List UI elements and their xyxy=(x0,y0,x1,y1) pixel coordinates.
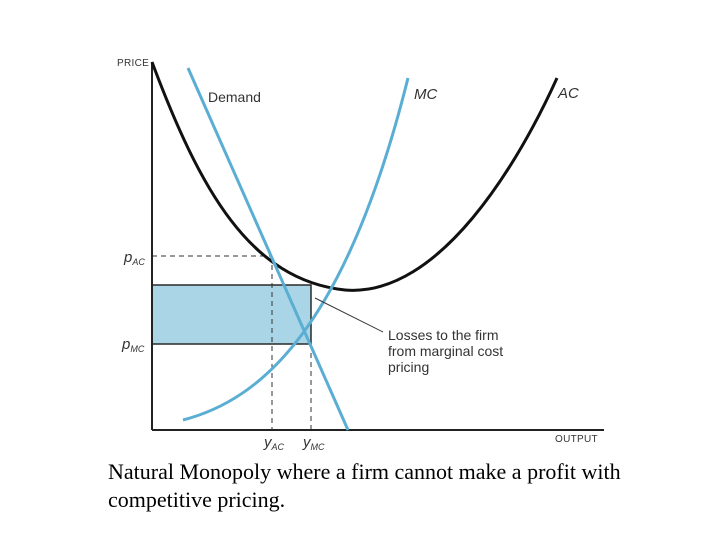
loss-area xyxy=(151,284,312,345)
annotation-line-1: Losses to the firm xyxy=(388,327,499,343)
y-mc-tick-label: yMC xyxy=(302,434,325,452)
y-axis-label: PRICE xyxy=(117,58,149,69)
p-mc-tick-label: pMC xyxy=(121,336,145,354)
annotation-line-2: from marginal cost xyxy=(388,343,503,359)
mc-curve xyxy=(182,77,410,422)
mc-label: MC xyxy=(414,86,437,103)
y-ac-tick-label: yAC xyxy=(263,434,285,452)
x-axis-label: OUTPUT xyxy=(555,434,598,445)
demand-curve xyxy=(186,67,350,431)
annotation-line-3: pricing xyxy=(388,359,429,375)
ac-label: AC xyxy=(557,85,579,102)
demand-label: Demand xyxy=(208,89,261,105)
ac-curve xyxy=(150,61,559,292)
caption: Natural Monopoly where a firm cannot mak… xyxy=(108,459,621,512)
annotation-leader xyxy=(314,297,384,333)
p-ac-tick-label: pAC xyxy=(123,249,145,267)
